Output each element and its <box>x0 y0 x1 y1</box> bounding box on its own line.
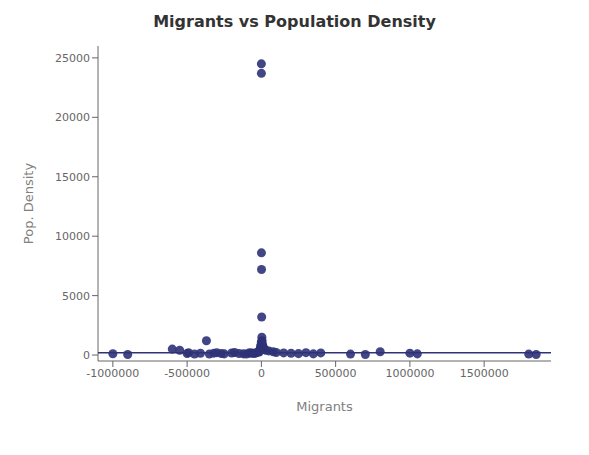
svg-text:5000: 5000 <box>62 290 90 303</box>
svg-text:1500000: 1500000 <box>460 367 509 380</box>
html-text:Migrants vs Population Density: Migrants vs Population Density <box>153 12 436 31</box>
svg-text:1000000: 1000000 <box>385 367 434 380</box>
svg-text:Pop. Density: Pop. Density <box>21 163 36 245</box>
svg-text:10000: 10000 <box>55 230 90 243</box>
svg-text:500000: 500000 <box>315 367 357 380</box>
svg-text:0: 0 <box>83 349 90 362</box>
svg-text:0: 0 <box>258 367 265 380</box>
svg-text:Migrants: Migrants <box>296 399 353 414</box>
svg-text:-1000000: -1000000 <box>86 367 139 380</box>
svg-text:15000: 15000 <box>55 171 90 184</box>
svg-text:20000: 20000 <box>55 111 90 124</box>
svg-text:25000: 25000 <box>55 52 90 65</box>
svg-text:-500000: -500000 <box>164 367 210 380</box>
